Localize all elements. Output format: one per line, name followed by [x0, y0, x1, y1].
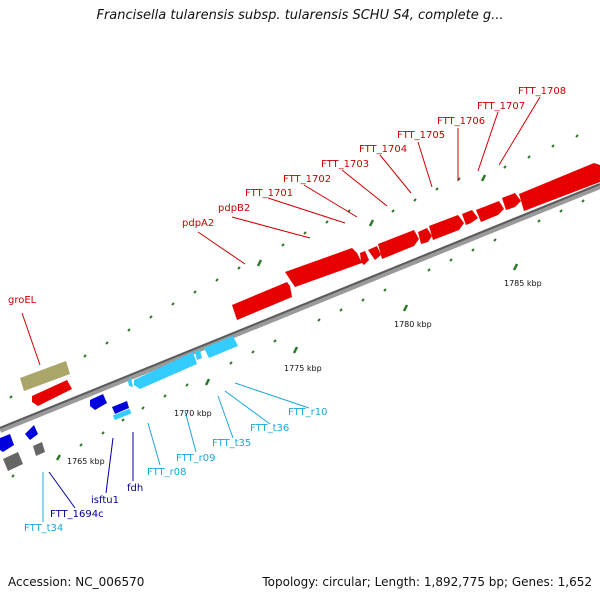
label-groEL[interactable]: groEL: [8, 295, 37, 306]
gene-pdpA2[interactable]: [232, 282, 292, 320]
label-FTT_t34[interactable]: FTT_t34: [24, 523, 63, 534]
cyan-connectors: [42, 382, 310, 522]
red-gene-labels: groEL pdpA2 pdpB2 FTT_1701 FTT_1702 FTT_…: [8, 86, 566, 306]
label-FTT_r10[interactable]: FTT_r10: [288, 407, 327, 418]
label-FTT_1705[interactable]: FTT_1705: [397, 130, 445, 141]
gene-blue-edge[interactable]: [0, 434, 14, 452]
gene-groEL[interactable]: [20, 361, 70, 391]
map-title: Francisella tularensis subsp. tularensis…: [96, 8, 504, 23]
label-FTT_r08[interactable]: FTT_r08: [147, 467, 186, 478]
gene-FTT_1708[interactable]: [502, 193, 521, 210]
kbp-label-1780: 1780 kbp: [394, 320, 432, 329]
gene-FTT_1704[interactable]: [418, 228, 432, 244]
label-FTT_t36[interactable]: FTT_t36: [250, 423, 289, 434]
gene-isftu1[interactable]: [112, 401, 129, 414]
label-FTT_1703[interactable]: FTT_1703: [321, 159, 369, 170]
gene-FTT_t35[interactable]: [128, 378, 133, 387]
cyan-gene-labels: FTT_r10 FTT_t36 FTT_t35 FTT_r09 FTT_r08 …: [24, 407, 327, 534]
gene-gray-mid[interactable]: [33, 442, 45, 456]
gene-FTT_1706[interactable]: [462, 210, 478, 225]
label-isftu1[interactable]: isftu1: [91, 495, 119, 506]
gene-FTT_r10[interactable]: [204, 336, 238, 358]
gene-FTT_t36[interactable]: [112, 408, 132, 421]
label-pdpA2[interactable]: pdpA2: [182, 218, 214, 229]
label-FTT_r09[interactable]: FTT_r09: [176, 453, 215, 464]
red-genes[interactable]: [32, 163, 600, 406]
kbp-label-1775: 1775 kbp: [284, 364, 322, 373]
gene-FTT_r09[interactable]: [195, 350, 202, 360]
accession-text: Accession: NC_006570: [8, 575, 145, 589]
label-FTT_1706[interactable]: FTT_1706: [437, 116, 485, 127]
navy-connectors: [48, 432, 134, 509]
gene-fdh[interactable]: [90, 394, 107, 410]
label-pdpB2[interactable]: pdpB2: [218, 203, 250, 214]
kbp-label-1785: 1785 kbp: [504, 279, 542, 288]
label-FTT_1701[interactable]: FTT_1701: [245, 188, 293, 199]
gene-gray-left[interactable]: [3, 452, 23, 471]
blue-genes[interactable]: [0, 394, 129, 452]
tick-row-outer: [9, 134, 579, 399]
gene-red-left[interactable]: [32, 380, 72, 406]
gene-FTT_1702[interactable]: [368, 246, 381, 260]
cyan-genes[interactable]: [112, 336, 238, 421]
label-FTT_1694c[interactable]: FTT_1694c: [50, 509, 104, 520]
gene-red-long[interactable]: [519, 163, 600, 211]
gray-genes[interactable]: [3, 442, 45, 471]
label-FTT_t35[interactable]: FTT_t35: [212, 438, 251, 449]
label-FTT_1708[interactable]: FTT_1708: [518, 86, 566, 97]
kbp-label-1765: 1765 kbp: [67, 457, 105, 466]
gene-FTT_1705[interactable]: [429, 215, 464, 240]
kbp-label-1770: 1770 kbp: [174, 409, 212, 418]
genome-summary-text: Topology: circular; Length: 1,892,775 bp…: [262, 575, 592, 589]
label-FTT_1707[interactable]: FTT_1707: [477, 101, 525, 112]
label-fdh[interactable]: fdh: [127, 483, 143, 494]
gene-FTT_1707[interactable]: [476, 201, 504, 222]
genome-backbone: [0, 183, 600, 433]
red-connectors: [21, 96, 541, 366]
gene-FTT_1701[interactable]: [360, 251, 369, 265]
label-FTT_1704[interactable]: FTT_1704: [359, 144, 407, 155]
tick-row-inner: [11, 199, 585, 478]
gene-pdpB2[interactable]: [285, 248, 362, 287]
gene-FTT_r08[interactable]: [134, 352, 197, 389]
gene-FTT_1694c[interactable]: [25, 425, 38, 440]
label-FTT_1702[interactable]: FTT_1702: [283, 174, 331, 185]
gene-FTT_1703[interactable]: [378, 230, 419, 259]
navy-gene-labels: fdh isftu1 FTT_1694c: [50, 483, 143, 520]
